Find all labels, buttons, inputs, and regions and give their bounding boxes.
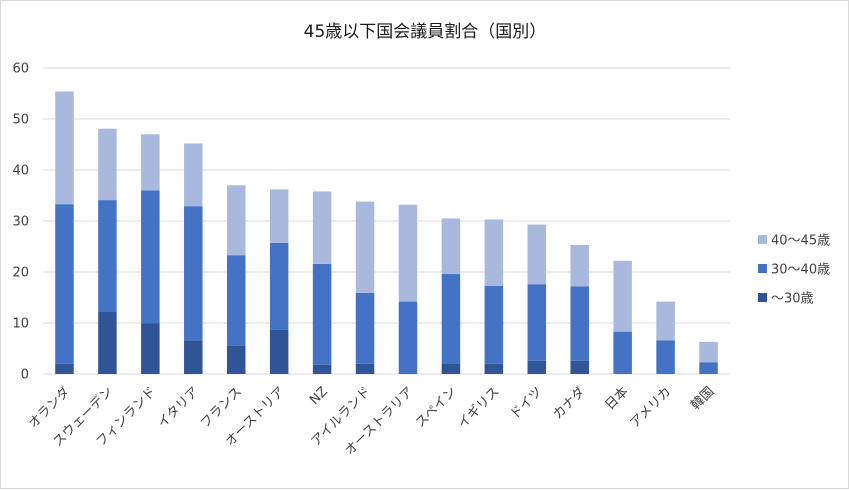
y-tick-label: 40 bbox=[12, 164, 29, 179]
bar-segment bbox=[398, 204, 418, 302]
bar-segment bbox=[570, 360, 589, 374]
bar-segment bbox=[484, 363, 504, 374]
bar-segment bbox=[355, 292, 375, 364]
bar-segment bbox=[398, 301, 418, 374]
bar-group bbox=[55, 91, 718, 374]
x-category-label: NZ bbox=[307, 384, 331, 408]
bar-segment bbox=[55, 363, 74, 374]
x-category-label: イタリア bbox=[155, 384, 202, 431]
bar-segment bbox=[184, 143, 203, 207]
bar-segment bbox=[141, 190, 160, 324]
y-tick-label: 30 bbox=[12, 215, 29, 230]
y-tick-label: 60 bbox=[12, 62, 29, 77]
bar-segment bbox=[98, 311, 117, 374]
bar-segment bbox=[184, 206, 203, 341]
x-category-label: カナダ bbox=[550, 384, 588, 422]
bar-segment bbox=[184, 340, 203, 374]
bar-segment bbox=[55, 204, 74, 364]
bar-segment bbox=[141, 134, 160, 191]
bar-segment bbox=[226, 345, 246, 374]
legend-label: 40〜45歳 bbox=[771, 234, 830, 249]
bar-segment bbox=[656, 301, 675, 341]
x-category-label: アメリカ bbox=[627, 384, 674, 431]
bar-segment bbox=[527, 360, 547, 374]
bar-segment bbox=[312, 263, 332, 365]
bar-segment bbox=[527, 224, 547, 285]
bar-segment bbox=[98, 128, 117, 201]
bar-segment bbox=[484, 219, 504, 286]
legend-swatch bbox=[758, 235, 767, 244]
bar-segment bbox=[613, 331, 632, 374]
x-category-label: 韓国 bbox=[688, 384, 717, 413]
bar-segment bbox=[269, 329, 289, 374]
bar-segment bbox=[699, 341, 718, 363]
bar-segment bbox=[269, 189, 289, 243]
bar-segment bbox=[55, 91, 74, 205]
legend-label: 〜30歳 bbox=[771, 292, 814, 307]
bar-segment bbox=[656, 340, 675, 374]
bar-segment bbox=[699, 362, 718, 374]
bar-segment bbox=[355, 363, 375, 374]
bar-segment bbox=[355, 201, 375, 293]
bar-segment bbox=[312, 191, 332, 264]
bar-segment bbox=[613, 260, 632, 332]
y-tick-label: 20 bbox=[12, 266, 29, 281]
bar-segment bbox=[141, 323, 160, 374]
x-category-label: ドイツ bbox=[507, 384, 545, 422]
bar-segment bbox=[226, 185, 246, 256]
y-axis: 0 10 20 30 40 50 60 bbox=[12, 62, 29, 383]
x-category-label: スペイン bbox=[413, 384, 460, 431]
legend-swatch bbox=[758, 264, 767, 273]
bar-segment bbox=[269, 242, 289, 330]
bar-segment bbox=[98, 200, 117, 312]
bar-segment bbox=[226, 255, 246, 346]
bar-segment bbox=[484, 285, 504, 364]
y-tick-label: 50 bbox=[12, 113, 29, 128]
bar-segment bbox=[527, 284, 547, 361]
y-tick-label: 10 bbox=[12, 317, 29, 332]
chart-title: 45歳以下国会議員割合（国別） bbox=[304, 22, 547, 42]
bar-segment bbox=[570, 286, 589, 361]
bar-segment bbox=[441, 363, 461, 374]
x-category-label: 日本 bbox=[602, 384, 631, 413]
bar-segment bbox=[312, 364, 332, 374]
y-tick-label: 0 bbox=[21, 368, 29, 383]
bar-segment bbox=[570, 244, 589, 287]
legend: 40〜45歳 30〜40歳〜30歳 bbox=[758, 234, 830, 307]
bar-segment bbox=[441, 218, 461, 275]
x-category-label: イギリス bbox=[455, 384, 502, 431]
bar-segment bbox=[441, 274, 461, 364]
legend-swatch bbox=[758, 293, 767, 302]
legend-label: 30〜40歳 bbox=[771, 263, 830, 278]
